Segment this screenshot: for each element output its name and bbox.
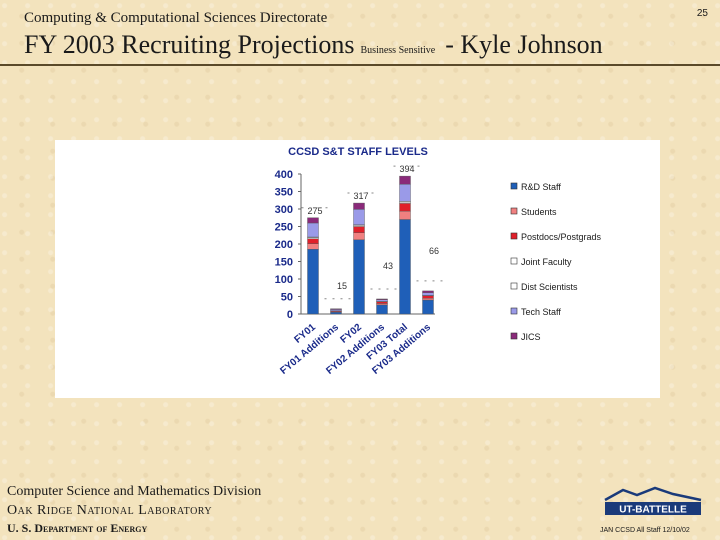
legend-swatch [510, 232, 518, 240]
bar-segment-tech-staff [330, 309, 342, 312]
legend-swatch [510, 182, 518, 190]
legend-label: Joint Faculty [521, 257, 572, 267]
bar-segment-students [399, 210, 411, 220]
total-label: 394 [399, 164, 414, 174]
chart-panel: CCSD S&T STAFF LEVELS 0 50 100 150 200 250 300… [55, 140, 660, 398]
y-tick-label: 200 [275, 239, 293, 251]
bar-segment-postdocs-postgrads [399, 203, 411, 212]
logo-text: UT-BATTELLE [619, 505, 687, 516]
bar-segment-r-d-staff [353, 239, 365, 315]
legend-label: Tech Staff [521, 307, 561, 317]
bar-segment-r-d-staff [422, 299, 434, 315]
logo-mountain-icon: UT-BATTELLE [604, 486, 702, 516]
bar-segment-jics [376, 298, 388, 300]
bar-segment-jics [330, 308, 342, 310]
bar-segment-r-d-staff [307, 249, 319, 315]
total-label: 275 [307, 206, 322, 216]
bar-segment-jics [399, 175, 411, 185]
bar-segment-students [353, 232, 365, 241]
bar-segment-tech-staff [376, 299, 388, 302]
page-number: 25 [696, 8, 708, 19]
y-tick-label: 350 [275, 187, 293, 199]
bar-segment-jics [353, 202, 365, 210]
author-label: - Kyle Johnson [445, 30, 603, 59]
bar-segment-joint-faculty [399, 201, 411, 204]
footer-credit: JAN CCSD All Staff 12/10/02 [600, 527, 690, 534]
bar-segment-postdocs-postgrads [376, 301, 388, 304]
bar-segment-tech-staff [399, 183, 411, 202]
y-tick-label: 50 [281, 292, 293, 304]
bar-segment-postdocs-postgrads [353, 226, 365, 234]
y-tick-label: 250 [275, 222, 293, 234]
directorate-title: Computing & Computational Sciences Direc… [24, 10, 328, 26]
y-tick-label: 0 [287, 309, 293, 321]
chart-legend: R&D Staff Students Postdocs/Postgrads Joint… [510, 182, 602, 342]
y-tick-label: 150 [275, 257, 293, 269]
total-label: 15 [337, 281, 347, 291]
legend-label: Dist Scientists [521, 282, 578, 292]
legend-label: Students [521, 207, 557, 217]
bar-segment-r-d-staff [376, 304, 388, 315]
bar-segment-students [376, 303, 388, 306]
legend-swatch [510, 332, 518, 340]
y-tick-label: 100 [275, 274, 293, 286]
footer-division: Computer Science and Mathematics Divisio… [7, 484, 262, 499]
bar-segment-jics [307, 217, 319, 224]
bar-segment-tech-staff [422, 292, 434, 296]
bar-segment-r-d-staff [330, 312, 342, 315]
bar-segment-tech-staff [353, 209, 365, 225]
legend-swatch [510, 207, 518, 215]
legend-swatch [510, 257, 518, 265]
slide-title: FY 2003 Recruiting Projections Business S… [24, 30, 603, 60]
legend-label: Postdocs/Postgrads [521, 232, 602, 242]
bar-segment-students [307, 243, 319, 250]
total-label: 66 [429, 246, 439, 256]
y-tick-label: 400 [275, 169, 293, 181]
bar-segment-students [422, 298, 434, 301]
footer-lab: Oak Ridge National Laboratory [7, 503, 213, 518]
bar-segment-postdocs-postgrads [422, 295, 434, 299]
legend-label: JICS [521, 332, 541, 342]
ut-battelle-logo: UT-BATTELLE [603, 486, 703, 516]
total-label: 43 [383, 261, 393, 271]
sensitivity-label: Business Sensitive [360, 45, 436, 56]
chart-title: CCSD S&T STAFF LEVELS [288, 146, 428, 158]
bar-segment-tech-staff [307, 222, 319, 238]
bar-segment-r-d-staff [399, 219, 411, 315]
title-main: FY 2003 Recruiting Projections [24, 30, 355, 59]
footer-department: U. S. Department of Energy [7, 521, 148, 535]
bar-segment-postdocs-postgrads [307, 238, 319, 244]
legend-swatch [510, 282, 518, 290]
staff-levels-chart: CCSD S&T STAFF LEVELS 0 50 100 150 200 250 300… [275, 146, 602, 377]
y-tick-label: 300 [275, 204, 293, 216]
title-rule [0, 64, 720, 66]
bar-segment-jics [422, 290, 434, 293]
legend-swatch [510, 307, 518, 315]
total-label: 317 [353, 191, 368, 201]
legend-label: R&D Staff [521, 182, 561, 192]
